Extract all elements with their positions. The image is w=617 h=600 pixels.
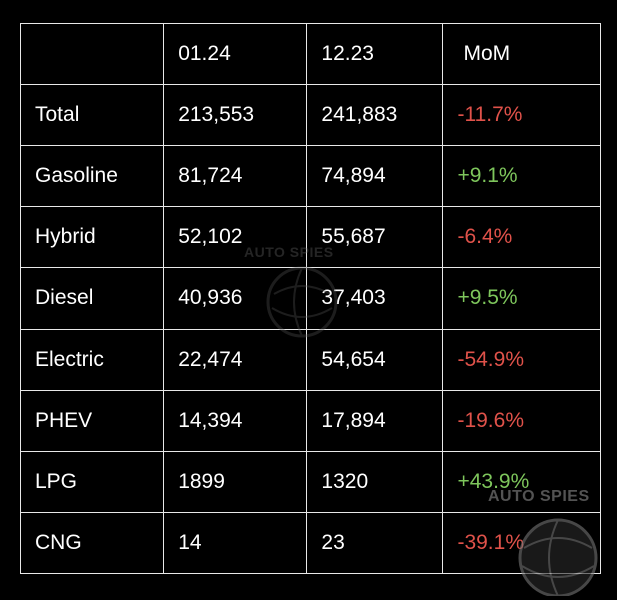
- mom-change-cell: -6.4%: [442, 206, 601, 269]
- mom-change-cell: +43.9%: [442, 450, 601, 513]
- header-cell-dec23: 12.23: [306, 22, 444, 86]
- dec23-value-cell: 1320: [306, 450, 444, 513]
- mom-change-cell: -19.6%: [442, 389, 601, 452]
- mom-change-cell: +9.5%: [442, 267, 601, 330]
- jan24-value-cell: 14,394: [163, 389, 308, 452]
- dec23-value-cell: 23: [306, 511, 444, 575]
- mom-change-cell: +9.1%: [442, 145, 601, 208]
- row-label-cell: Gasoline: [19, 145, 165, 208]
- dec23-value-cell: 17,894: [306, 389, 444, 452]
- data-table: 01.24 12.23 MoM Total 213,553 241,883 -11.7…: [19, 22, 601, 575]
- row-label-cell: PHEV: [19, 389, 165, 452]
- header-cell-mom: MoM: [442, 22, 601, 86]
- jan24-value-cell: 52,102: [163, 206, 308, 269]
- mom-change-cell: -39.1%: [442, 511, 601, 575]
- row-label-cell: LPG: [19, 450, 165, 513]
- table-row: Gasoline 81,724 74,894 +9.1%: [19, 145, 601, 208]
- table-row: Diesel 40,936 37,403 +9.5%: [19, 267, 601, 330]
- table-row: Electric 22,474 54,654 -54.9%: [19, 328, 601, 391]
- dec23-value-cell: 37,403: [306, 267, 444, 330]
- dec23-value-cell: 55,687: [306, 206, 444, 269]
- header-row: 01.24 12.23 MoM: [19, 22, 601, 86]
- row-label-cell: Electric: [19, 328, 165, 391]
- table-row: LPG 1899 1320 +43.9%: [19, 450, 601, 513]
- mom-change-cell: -54.9%: [442, 328, 601, 391]
- row-label-cell: Diesel: [19, 267, 165, 330]
- table-row: Hybrid 52,102 55,687 -6.4%: [19, 206, 601, 269]
- table-row: Total 213,553 241,883 -11.7%: [19, 84, 601, 147]
- mom-change-cell: -11.7%: [442, 84, 601, 147]
- row-label-cell: Hybrid: [19, 206, 165, 269]
- dec23-value-cell: 54,654: [306, 328, 444, 391]
- jan24-value-cell: 1899: [163, 450, 308, 513]
- jan24-value-cell: 22,474: [163, 328, 308, 391]
- row-label-cell: Total: [19, 84, 165, 147]
- row-label-cell: CNG: [19, 511, 165, 575]
- jan24-value-cell: 81,724: [163, 145, 308, 208]
- jan24-value-cell: 213,553: [163, 84, 308, 147]
- table-row: PHEV 14,394 17,894 -19.6%: [19, 389, 601, 452]
- jan24-value-cell: 40,936: [163, 267, 308, 330]
- table-row: CNG 14 23 -39.1%: [19, 511, 601, 575]
- dec23-value-cell: 74,894: [306, 145, 444, 208]
- header-cell-empty: [19, 22, 165, 86]
- jan24-value-cell: 14: [163, 511, 308, 575]
- dec23-value-cell: 241,883: [306, 84, 444, 147]
- header-cell-jan24: 01.24: [163, 22, 308, 86]
